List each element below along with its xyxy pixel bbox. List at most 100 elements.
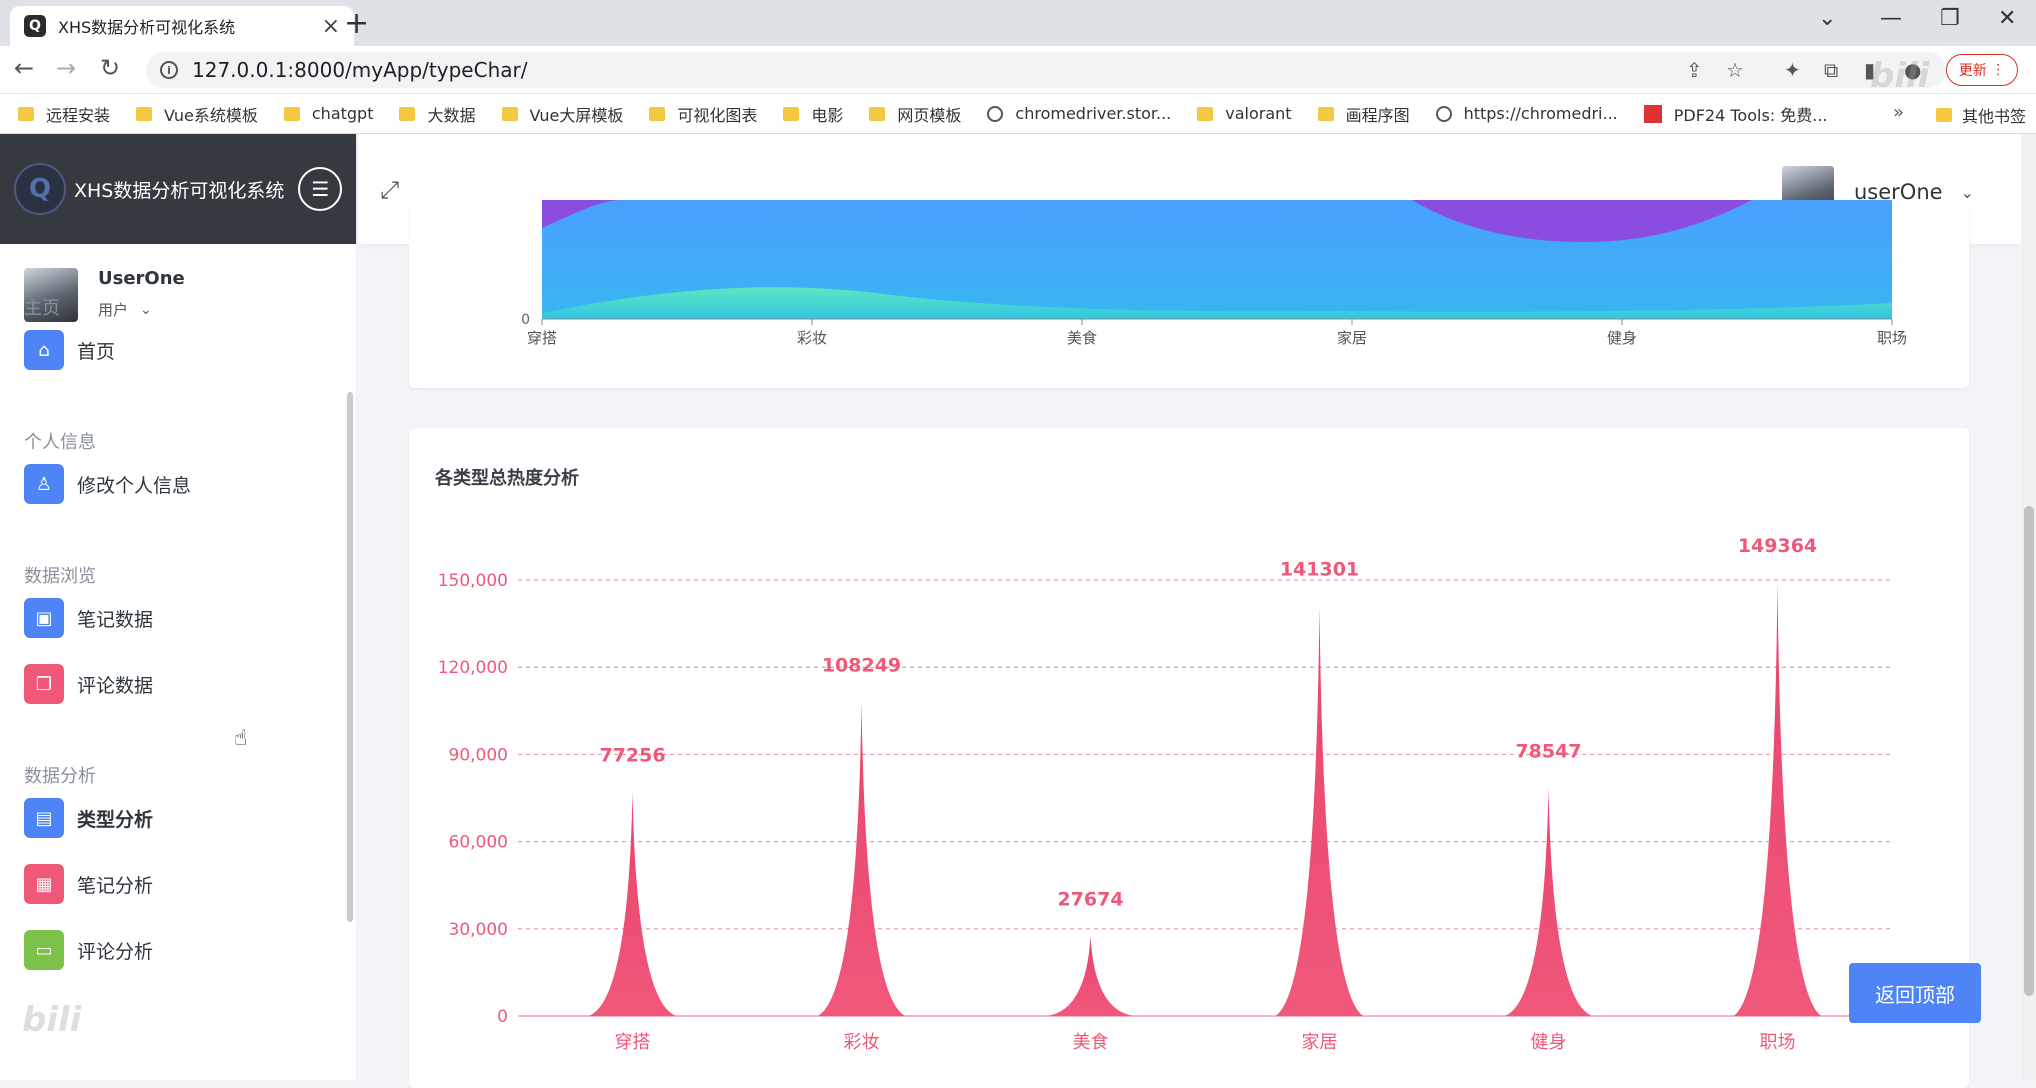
address-bar[interactable]: i 127.0.0.1:8000/myApp/typeChar/ [146,52,1946,88]
bookmark-item[interactable]: chatgpt [283,104,374,123]
spike-bar[interactable] [1046,935,1135,1016]
extension-icon[interactable]: ✦ [1784,58,1801,82]
sidebar-item[interactable]: ❐ 评论数据 [24,664,153,704]
bookmark-item[interactable]: Vue系统模板 [136,102,258,126]
fullscreen-icon[interactable]: ⤢ [380,176,400,204]
scrollbar-thumb[interactable] [2024,506,2034,996]
bookmark-item[interactable]: 大数据 [399,102,476,126]
close-window-button[interactable]: ✕ [1998,6,2017,31]
watermark-logo: bili [1870,56,1930,96]
data-label: 77256 [599,744,665,766]
spike-bar[interactable] [1733,581,1822,1016]
bookmark-label: 大数据 [427,105,476,125]
sidebar-item[interactable]: ▦ 笔记分析 [24,864,153,904]
spike-bar[interactable] [588,791,677,1016]
globe-icon [1435,105,1452,122]
folder-icon [649,106,666,121]
share-icon[interactable]: ⇪ [1686,58,1703,82]
folder-icon [783,106,800,121]
x-tick-label: 职场 [1877,329,1907,347]
chevron-down-icon[interactable]: ⌄ [140,301,152,318]
browser-tab[interactable]: Q XHS数据分析可视化系统 × [10,6,354,46]
user-role[interactable]: 用户 ⌄ [98,299,185,320]
bookmark-item[interactable]: 画程序图 [1317,102,1410,126]
home-icon: ⌂ [24,330,64,370]
sidebar-item-label: 修改个人信息 [77,474,192,497]
folder-icon [136,106,153,121]
sidebar-panel-icon[interactable]: ▮ [1864,58,1876,82]
sidebar-scrollbar[interactable] [347,392,353,922]
bookmark-star-icon[interactable]: ☆ [1726,58,1744,82]
folder-icon [283,106,300,121]
bookmark-label: Vue系统模板 [164,105,258,125]
close-tab-icon[interactable]: × [321,13,340,39]
reload-icon[interactable]: ↻ [100,54,121,82]
menu-toggle-button[interactable]: ☰ [298,167,343,211]
tab-search-chevron-icon[interactable]: ⌄ [1818,6,1837,31]
sidebar-item[interactable]: ♙ 修改个人信息 [24,464,191,504]
sidebar-item[interactable]: ▤ 类型分析 [24,798,153,838]
bookmark-label: PDF24 Tools: 免费... [1673,105,1828,125]
bookmark-item[interactable]: 可视化图表 [649,102,757,126]
bookmark-label: 网页模板 [897,105,962,125]
bookmark-item[interactable]: PDF24 Tools: 免费... [1643,102,1828,126]
chevron-down-icon[interactable]: ⌄ [1960,182,1974,202]
bookmark-label: chromedriver.stor... [1015,104,1172,123]
x-tick-label: 彩妆 [797,329,827,347]
folder-icon [18,106,34,121]
folder-icon [869,106,886,121]
profile-icon[interactable]: ● [1904,58,1922,82]
y-tick-label: 30,000 [449,920,508,940]
back-to-top-button[interactable]: 返回顶部 [1849,963,1981,1023]
puzzle-extensions-icon[interactable]: ⧉ [1824,58,1839,82]
back-arrow-icon[interactable]: ← [14,54,35,82]
data-label: 78547 [1515,741,1581,763]
bookmark-label: chatgpt [311,104,374,123]
x-tick-label: 彩妆 [844,1032,880,1053]
bookmark-label: Vue大屏模板 [529,105,624,125]
bookmark-item[interactable]: 远程安装 [18,102,110,126]
new-tab-button[interactable]: + [344,6,370,41]
y-tick-label: 0 [497,1007,508,1027]
user-role-label: 用户 [98,301,129,319]
bookmark-label: https://chromedri... [1463,104,1618,123]
bookmark-label: 远程安装 [46,105,111,125]
x-tick-label: 家居 [1302,1032,1338,1053]
update-button[interactable]: 更新 ⋮ [1946,54,2018,86]
bookmark-item[interactable]: Vue大屏模板 [501,102,624,126]
bookmark-item[interactable]: 网页模板 [869,102,961,126]
site-info-icon[interactable]: i [160,61,178,79]
sidebar-item[interactable]: ▭ 评论分析 [24,930,153,970]
sidebar-item-label: 笔记数据 [77,608,154,631]
bookmark-item[interactable]: 电影 [783,102,843,126]
restore-button[interactable]: ❐ [1940,6,1960,31]
chat-icon: ▭ [24,930,64,970]
chart-title: 各类型总热度分析 [435,468,579,489]
bookmark-item[interactable]: valorant [1197,104,1292,123]
sidebar: Q XHS数据分析可视化系统 ☰ UserOne 用户 ⌄ 主页 ⌂ 首页 个人信息 ♙… [0,134,357,1080]
spike-bar[interactable] [817,701,906,1016]
folder-icon [1197,106,1214,121]
bookmark-item[interactable]: https://chromedri... [1435,104,1618,123]
bookmark-item[interactable]: chromedriver.stor... [987,104,1171,123]
other-bookmarks[interactable]: 其他书签 [1936,103,2026,127]
user-icon: ♙ [24,464,64,504]
window-icon: ▤ [24,798,64,838]
folder-icon [1936,108,1952,122]
sidebar-item[interactable]: ⌂ 首页 [24,330,115,370]
minimize-button[interactable]: — [1880,6,1902,31]
bookmark-label: valorant [1225,104,1292,123]
bookmarks-overflow-icon[interactable]: » [1893,102,1905,123]
watermark-logo: bili [22,1000,82,1040]
data-label: 141301 [1280,558,1359,580]
spike-bar[interactable] [1504,787,1593,1016]
section-label: 个人信息 [24,432,96,453]
tab-title: XHS数据分析可视化系统 [58,18,236,37]
forward-arrow-icon[interactable]: → [56,54,77,82]
sidebar-item-label: 笔记分析 [77,874,154,897]
hand-cursor-icon: ☝ [234,726,248,751]
logo-bar: Q XHS数据分析可视化系统 ☰ [0,134,356,244]
page-scrollbar[interactable] [2022,134,2036,1080]
spike-bar[interactable] [1275,605,1364,1016]
sidebar-item[interactable]: ▣ 笔记数据 [24,598,153,638]
